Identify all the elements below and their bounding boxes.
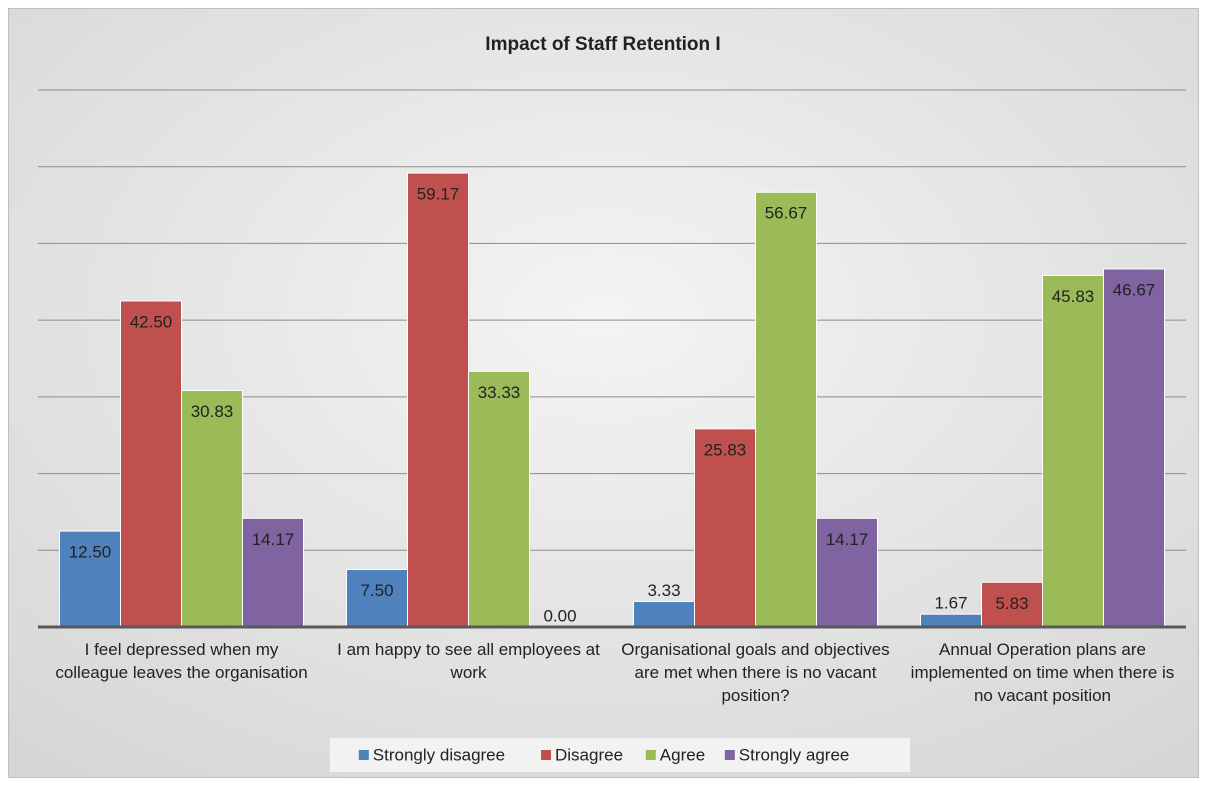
legend-label: Strongly agree <box>739 745 850 764</box>
bar <box>407 172 469 628</box>
data-label: 42.50 <box>130 312 173 331</box>
bar <box>981 581 1043 628</box>
data-label: 7.50 <box>360 581 393 600</box>
data-label: 33.33 <box>478 383 521 402</box>
data-label: 56.67 <box>765 204 808 223</box>
legend-swatch <box>541 750 551 760</box>
x-tick-label-box: Annual Operation plans are implemented o… <box>910 640 1175 705</box>
bar <box>755 191 817 628</box>
data-label: 25.83 <box>704 440 747 459</box>
data-label: 30.83 <box>191 402 234 421</box>
bar <box>920 613 982 628</box>
legend-box <box>330 738 910 772</box>
bar <box>1042 274 1104 628</box>
bar <box>181 389 243 628</box>
x-tick-label-box: Organisational goals and objectives are … <box>621 640 890 705</box>
legend-label: Agree <box>660 745 705 764</box>
data-label: 14.17 <box>826 530 869 549</box>
x-tick-label: Annual Operation plans are implemented o… <box>910 640 1175 705</box>
data-label: 1.67 <box>934 594 967 613</box>
data-label: 12.50 <box>69 543 112 562</box>
data-label: 5.83 <box>995 594 1028 613</box>
x-tick-label: Organisational goals and objectives are … <box>621 640 890 705</box>
data-label: 45.83 <box>1052 287 1095 306</box>
bar <box>1103 268 1165 628</box>
bar <box>633 600 695 628</box>
bar <box>816 517 878 628</box>
x-tick-label-box: I feel depressed when my colleague leave… <box>55 640 308 682</box>
x-tick-label: I am happy to see all employees at work <box>337 640 600 682</box>
data-label: 59.17 <box>417 185 460 204</box>
data-label: 0.00 <box>543 606 576 625</box>
legend-swatch <box>358 750 369 760</box>
bar <box>120 300 182 628</box>
data-label: 3.33 <box>647 581 680 600</box>
chart-title: Impact of Staff Retention I <box>485 34 720 55</box>
x-tick-label: I feel depressed when my colleague leave… <box>55 640 308 682</box>
bar <box>59 530 121 628</box>
data-label: 14.17 <box>252 530 295 549</box>
legend-swatch <box>724 750 735 760</box>
data-label: 46.67 <box>1113 280 1156 299</box>
bar <box>346 568 408 628</box>
bar <box>468 370 530 628</box>
x-tick-label-box: I am happy to see all employees at work <box>337 640 600 682</box>
bar <box>242 517 304 628</box>
legend-label: Disagree <box>555 745 623 764</box>
legend-swatch <box>645 750 656 760</box>
legend-label: Strongly disagree <box>373 745 505 764</box>
bar <box>694 428 756 628</box>
